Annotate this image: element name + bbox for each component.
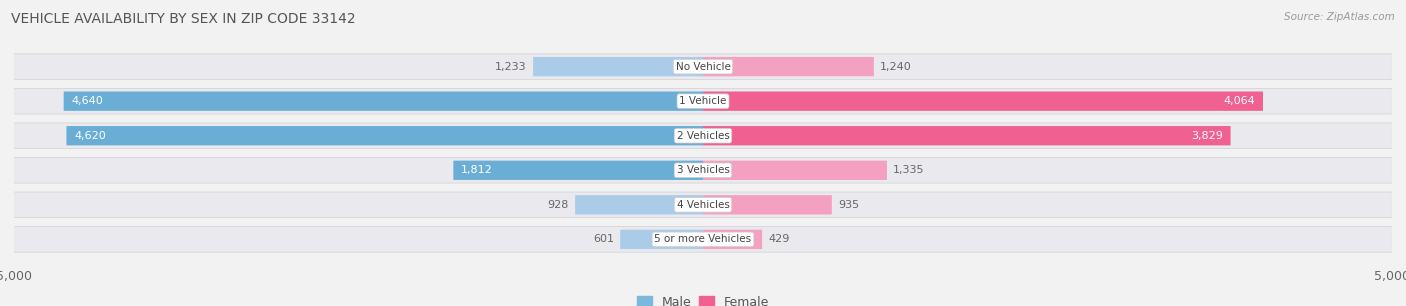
FancyBboxPatch shape — [14, 157, 1392, 183]
Text: 3 Vehicles: 3 Vehicles — [676, 165, 730, 175]
Text: 1,335: 1,335 — [893, 165, 925, 175]
FancyBboxPatch shape — [14, 192, 1392, 218]
Text: 935: 935 — [838, 200, 859, 210]
Text: 601: 601 — [593, 234, 614, 244]
Text: 928: 928 — [547, 200, 569, 210]
FancyBboxPatch shape — [533, 57, 703, 76]
Text: 3,829: 3,829 — [1191, 131, 1223, 141]
FancyBboxPatch shape — [14, 123, 1392, 148]
Text: 5 or more Vehicles: 5 or more Vehicles — [654, 234, 752, 244]
Text: 1,233: 1,233 — [495, 62, 527, 72]
Text: No Vehicle: No Vehicle — [675, 62, 731, 72]
FancyBboxPatch shape — [703, 230, 762, 249]
FancyBboxPatch shape — [14, 123, 1392, 149]
FancyBboxPatch shape — [14, 88, 1392, 114]
FancyBboxPatch shape — [63, 91, 703, 111]
Legend: Male, Female: Male, Female — [631, 291, 775, 306]
FancyBboxPatch shape — [66, 126, 703, 145]
FancyBboxPatch shape — [14, 158, 1392, 183]
Text: 1,812: 1,812 — [461, 165, 492, 175]
FancyBboxPatch shape — [703, 57, 875, 76]
Text: 1 Vehicle: 1 Vehicle — [679, 96, 727, 106]
FancyBboxPatch shape — [14, 54, 1392, 80]
FancyBboxPatch shape — [703, 126, 1230, 145]
Text: 1,240: 1,240 — [880, 62, 912, 72]
Text: 429: 429 — [768, 234, 790, 244]
FancyBboxPatch shape — [703, 161, 887, 180]
FancyBboxPatch shape — [620, 230, 703, 249]
FancyBboxPatch shape — [14, 54, 1392, 79]
FancyBboxPatch shape — [14, 227, 1392, 252]
FancyBboxPatch shape — [703, 91, 1263, 111]
FancyBboxPatch shape — [14, 89, 1392, 114]
FancyBboxPatch shape — [14, 192, 1392, 217]
FancyBboxPatch shape — [453, 161, 703, 180]
Text: 4 Vehicles: 4 Vehicles — [676, 200, 730, 210]
Text: 4,620: 4,620 — [75, 131, 105, 141]
Text: 4,064: 4,064 — [1223, 96, 1256, 106]
Text: Source: ZipAtlas.com: Source: ZipAtlas.com — [1284, 12, 1395, 22]
Text: VEHICLE AVAILABILITY BY SEX IN ZIP CODE 33142: VEHICLE AVAILABILITY BY SEX IN ZIP CODE … — [11, 12, 356, 26]
Text: 4,640: 4,640 — [72, 96, 103, 106]
FancyBboxPatch shape — [703, 195, 832, 215]
Text: 2 Vehicles: 2 Vehicles — [676, 131, 730, 141]
FancyBboxPatch shape — [14, 226, 1392, 252]
FancyBboxPatch shape — [575, 195, 703, 215]
